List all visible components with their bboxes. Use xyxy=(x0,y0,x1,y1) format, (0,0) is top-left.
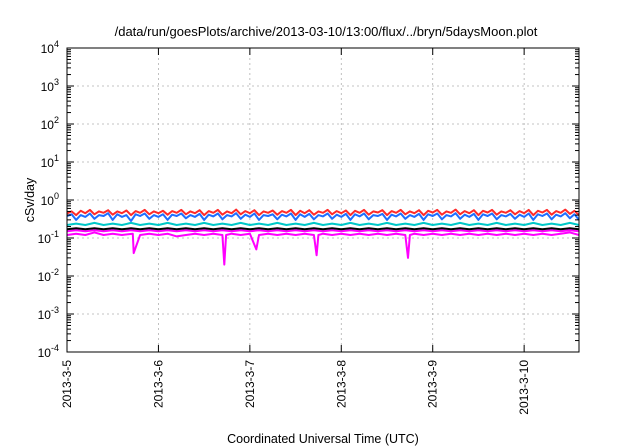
x-tick-label: 2013-3-6 xyxy=(151,360,165,408)
series-line xyxy=(66,231,580,266)
x-tick-label: 2013-3-10 xyxy=(517,360,531,415)
y-tick-label: 10-2 xyxy=(38,267,59,284)
y-tick-label: 10-3 xyxy=(38,305,59,322)
y-tick-label: 10-1 xyxy=(38,229,59,246)
series-line xyxy=(66,208,580,217)
y-tick-label: 103 xyxy=(41,77,59,94)
series-layer xyxy=(66,208,580,266)
x-axis-label: Coordinated Universal Time (UTC) xyxy=(227,432,419,446)
x-tick-labels: 2013-3-5 2013-3-6 2013-3-7 2013-3-8 2013-3-9… xyxy=(60,360,531,415)
series-line xyxy=(66,227,580,231)
x-tick-label: 2013-3-8 xyxy=(334,360,348,408)
x-tick-label: 2013-3-7 xyxy=(243,360,257,408)
y-tick-label: 104 xyxy=(41,39,59,56)
chart-title: /data/run/goesPlots/archive/2013-03-10/1… xyxy=(115,24,538,39)
series-line xyxy=(66,229,580,233)
grid-layer xyxy=(67,48,579,352)
tick-layer xyxy=(66,47,579,353)
y-tick-label: 10-4 xyxy=(38,343,59,360)
series-line xyxy=(66,212,580,222)
y-axis-label: cSv/day xyxy=(23,177,37,222)
series-line xyxy=(66,221,580,226)
y-tick-label: 102 xyxy=(41,115,59,132)
y-tick-labels: 10-4 10-3 10-2 10-1 100 101 102 103 104 xyxy=(38,39,59,360)
x-tick-label: 2013-3-5 xyxy=(60,360,74,408)
y-tick-label: 101 xyxy=(41,153,59,170)
x-tick-label: 2013-3-9 xyxy=(426,360,440,408)
y-tick-label: 100 xyxy=(41,191,59,208)
